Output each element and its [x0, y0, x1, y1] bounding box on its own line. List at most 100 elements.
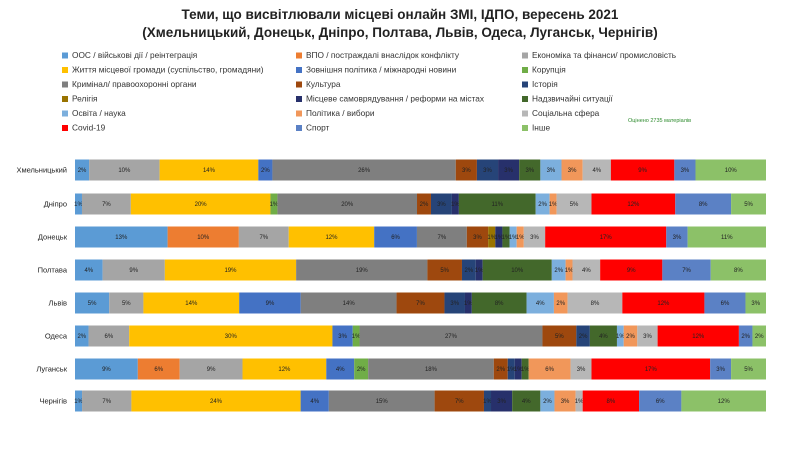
legend-label: Соціальна сфера [532, 108, 600, 118]
bar-segment [75, 390, 83, 412]
data-label: 7% [682, 268, 691, 274]
bar-segment [738, 325, 753, 347]
data-label: 27% [445, 334, 458, 340]
data-label: 10% [197, 235, 210, 241]
data-label: 1% [74, 202, 83, 208]
data-label: 4% [536, 301, 545, 307]
bar-segment [179, 358, 243, 380]
bar-segment [731, 358, 766, 380]
data-label: 6% [105, 334, 114, 340]
data-label: 2% [556, 301, 565, 307]
data-label: 14% [343, 301, 356, 307]
bar-segment [675, 193, 732, 215]
data-label: 9% [102, 367, 111, 373]
legend-label: Релігія [72, 94, 98, 104]
bar-segment [458, 193, 536, 215]
data-label: 2% [755, 334, 764, 340]
data-label: 10% [118, 168, 131, 174]
bar-segment [354, 358, 369, 380]
bar-segment [75, 159, 90, 181]
data-label: 1% [516, 235, 525, 241]
data-label: 6% [154, 367, 163, 373]
legend-label: Зовнішня політика / міжнародні новини [306, 65, 457, 75]
data-label: 12% [627, 202, 640, 208]
data-label: 3% [561, 399, 570, 405]
bar-segment [704, 292, 746, 314]
bar-segment [427, 259, 462, 281]
data-label: 7% [438, 235, 447, 241]
data-label: 7% [102, 399, 111, 405]
data-label: 4% [310, 399, 319, 405]
data-label: 12% [278, 367, 291, 373]
data-label: 3% [497, 399, 506, 405]
legend-label: Культура [306, 79, 341, 89]
bar-segment [434, 390, 484, 412]
bar-segment [131, 390, 301, 412]
legend-label: Історія [532, 79, 558, 89]
bar-segment [502, 226, 510, 248]
data-label: 13% [115, 235, 128, 241]
data-label: 19% [224, 268, 237, 274]
data-label: 3% [643, 334, 652, 340]
category-label: Чернігів [39, 397, 67, 406]
bar-segment [512, 390, 541, 412]
data-label: 24% [210, 399, 223, 405]
bar-segment [159, 159, 259, 181]
data-label: 2% [261, 168, 270, 174]
data-label: 26% [358, 168, 371, 174]
bar-segment [516, 226, 524, 248]
data-label: 14% [185, 301, 198, 307]
data-label: 2% [626, 334, 635, 340]
data-label: 5% [88, 301, 97, 307]
data-label: 2% [538, 202, 547, 208]
category-label: Одеса [45, 332, 68, 341]
bar-segment [556, 193, 592, 215]
bar-segment [328, 390, 435, 412]
data-label: 11% [491, 202, 503, 208]
legend-swatch [296, 81, 302, 88]
data-label: 1% [495, 235, 504, 241]
bar-segment [589, 325, 617, 347]
data-label: 3% [473, 235, 482, 241]
bar-segment [519, 159, 541, 181]
data-label: 3% [504, 168, 513, 174]
bar-segment [88, 325, 130, 347]
bar-segment [75, 259, 103, 281]
bar-segment [239, 292, 301, 314]
bar-segment [75, 358, 138, 380]
data-label: 6% [391, 235, 400, 241]
data-label: 4% [336, 367, 345, 373]
legend-swatch [62, 67, 68, 73]
bar-segment [75, 226, 168, 248]
bar-segment [591, 193, 676, 215]
bar-segment [514, 358, 522, 380]
bar-segment [129, 325, 333, 347]
data-label: 1% [74, 399, 83, 405]
data-label: 4% [582, 268, 591, 274]
data-label: 6% [721, 301, 730, 307]
bar-segment [270, 193, 278, 215]
bar-segment [507, 358, 515, 380]
bar-segment [567, 292, 623, 314]
data-label: 1% [352, 334, 361, 340]
bar-segment [521, 358, 529, 380]
bar-segment [540, 159, 562, 181]
data-label: 12% [692, 334, 705, 340]
bar-segment [288, 226, 375, 248]
bar-segment [451, 193, 459, 215]
legend-label: Корупція [532, 65, 566, 75]
data-label: 12% [657, 301, 670, 307]
data-label: 9% [207, 367, 216, 373]
data-label: 5% [122, 301, 131, 307]
bar-segment [258, 159, 273, 181]
bar-segment [416, 226, 467, 248]
bar-segment [167, 226, 239, 248]
data-label: 2% [77, 334, 86, 340]
bar-segment [332, 325, 353, 347]
legend-swatch [62, 125, 68, 131]
legend-label: Освіта / наука [72, 108, 126, 118]
sample-size-note: Оцінено 2735 матеріалів [628, 118, 691, 124]
data-label: 1% [270, 202, 279, 208]
data-label: 3% [338, 334, 347, 340]
bar-segment [164, 259, 297, 281]
